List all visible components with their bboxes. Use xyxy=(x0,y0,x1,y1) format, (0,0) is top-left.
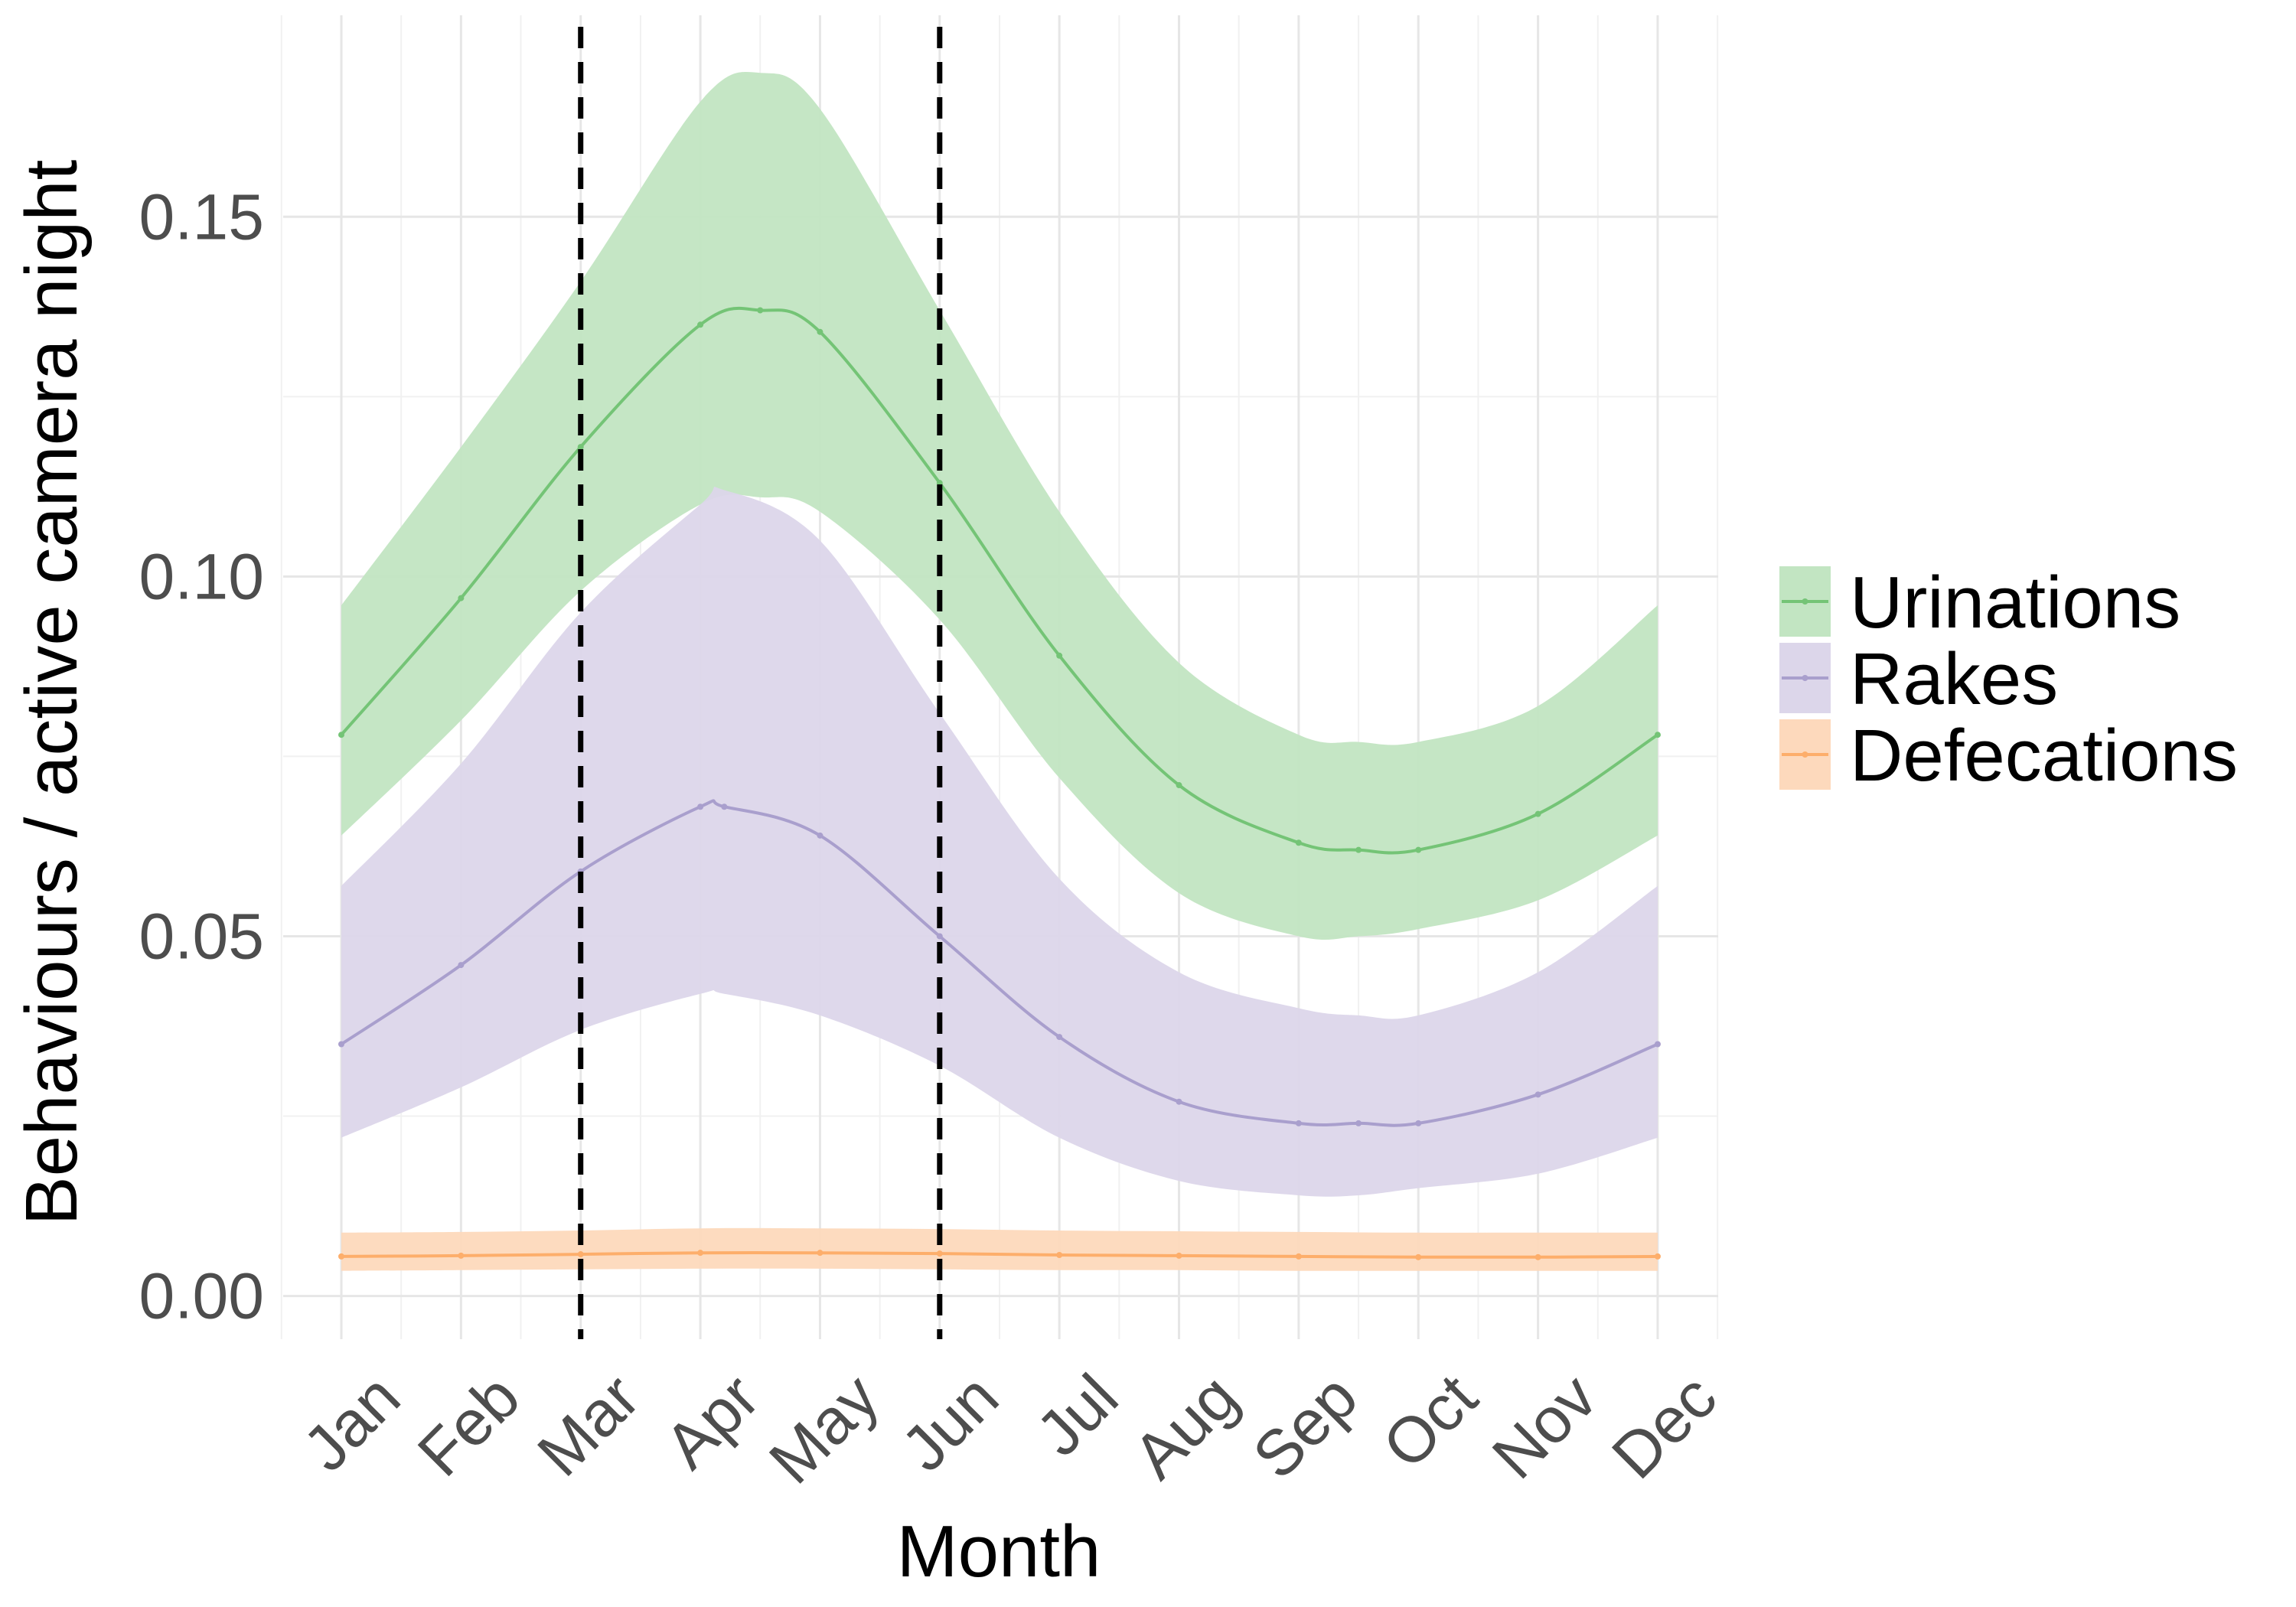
legend-item-rakes: Rakes xyxy=(1779,638,2058,720)
point-defecations xyxy=(1415,1253,1422,1260)
x-tick-label: Jan xyxy=(289,1361,413,1485)
point-rakes xyxy=(936,933,943,940)
legend-item-urinations: Urinations xyxy=(1779,562,2180,644)
x-tick-label: Oct xyxy=(1369,1361,1491,1482)
point-urinations xyxy=(1056,652,1063,659)
point-defecations xyxy=(1654,1253,1661,1260)
line-urinations xyxy=(340,306,1659,855)
point-rakes xyxy=(1654,1041,1661,1048)
series-lines xyxy=(338,306,1661,1260)
x-tick-label: Jul xyxy=(1022,1361,1131,1469)
x-tick-label: May xyxy=(755,1361,892,1498)
x-tick-label: Dec xyxy=(1598,1361,1730,1492)
point-rakes xyxy=(1295,1120,1302,1126)
point-defecations xyxy=(1295,1253,1302,1260)
legend-key-point xyxy=(1802,598,1808,605)
x-tick-label: Jun xyxy=(888,1361,1012,1485)
point-rakes xyxy=(1534,1091,1541,1098)
point-urinations xyxy=(577,444,584,451)
point-defecations xyxy=(936,1250,943,1257)
point-urinations xyxy=(1415,846,1422,853)
point-urinations xyxy=(817,328,823,335)
x-tick-label: Feb xyxy=(404,1361,533,1490)
point-defecations xyxy=(1534,1253,1541,1260)
point-rakes xyxy=(338,1041,344,1048)
band-defecations xyxy=(341,1227,1658,1271)
legend-label: Defecations xyxy=(1850,715,2238,797)
y-axis-ticks: 0.00 0.05 0.10 0.15 xyxy=(139,181,265,1332)
point-rakes xyxy=(1355,1120,1362,1126)
point-urinations xyxy=(757,307,764,314)
point-urinations xyxy=(458,595,465,601)
point-rakes xyxy=(817,832,823,839)
reference-lines xyxy=(578,27,943,1339)
point-defecations xyxy=(697,1250,704,1257)
point-rakes xyxy=(721,804,728,810)
legend-key-point xyxy=(1802,751,1808,758)
point-urinations xyxy=(1295,839,1302,846)
legend-label: Rakes xyxy=(1850,638,2058,720)
x-tick-label: Nov xyxy=(1479,1361,1610,1492)
line-defecations xyxy=(341,1251,1658,1259)
legend-item-defecations: Defecations xyxy=(1779,715,2238,797)
confidence-bands xyxy=(341,72,1658,1271)
y-tick-label: 0.05 xyxy=(139,900,265,972)
band-urinations xyxy=(341,72,1658,940)
x-tick-label: Apr xyxy=(651,1361,772,1482)
point-urinations xyxy=(1355,846,1362,853)
point-urinations xyxy=(1654,732,1661,738)
point-defecations xyxy=(1056,1251,1063,1258)
point-defecations xyxy=(338,1253,344,1260)
point-urinations xyxy=(1176,782,1182,789)
point-rakes xyxy=(1176,1098,1182,1105)
y-axis-title: Behaviours / active camera night xyxy=(11,160,93,1226)
point-defecations xyxy=(577,1251,584,1258)
legend-key-point xyxy=(1802,675,1808,681)
point-rakes xyxy=(1056,1034,1063,1041)
point-rakes xyxy=(697,804,704,810)
y-tick-label: 0.00 xyxy=(139,1260,265,1332)
y-tick-label: 0.15 xyxy=(139,181,265,253)
point-defecations xyxy=(458,1252,465,1259)
point-rakes xyxy=(1415,1120,1422,1126)
y-tick-label: 0.10 xyxy=(139,540,265,612)
point-rakes xyxy=(458,962,465,969)
point-urinations xyxy=(1534,810,1541,817)
point-defecations xyxy=(1176,1252,1182,1259)
legend-label: Urinations xyxy=(1850,562,2180,644)
x-tick-label: Sep xyxy=(1239,1361,1371,1492)
x-axis-title: Month xyxy=(897,1511,1101,1592)
point-urinations xyxy=(338,732,344,738)
point-defecations xyxy=(817,1250,823,1257)
point-urinations xyxy=(697,321,704,328)
x-tick-label: Aug xyxy=(1120,1361,1251,1492)
x-tick-label: Mar xyxy=(523,1361,653,1490)
band-rakes xyxy=(341,486,1658,1197)
